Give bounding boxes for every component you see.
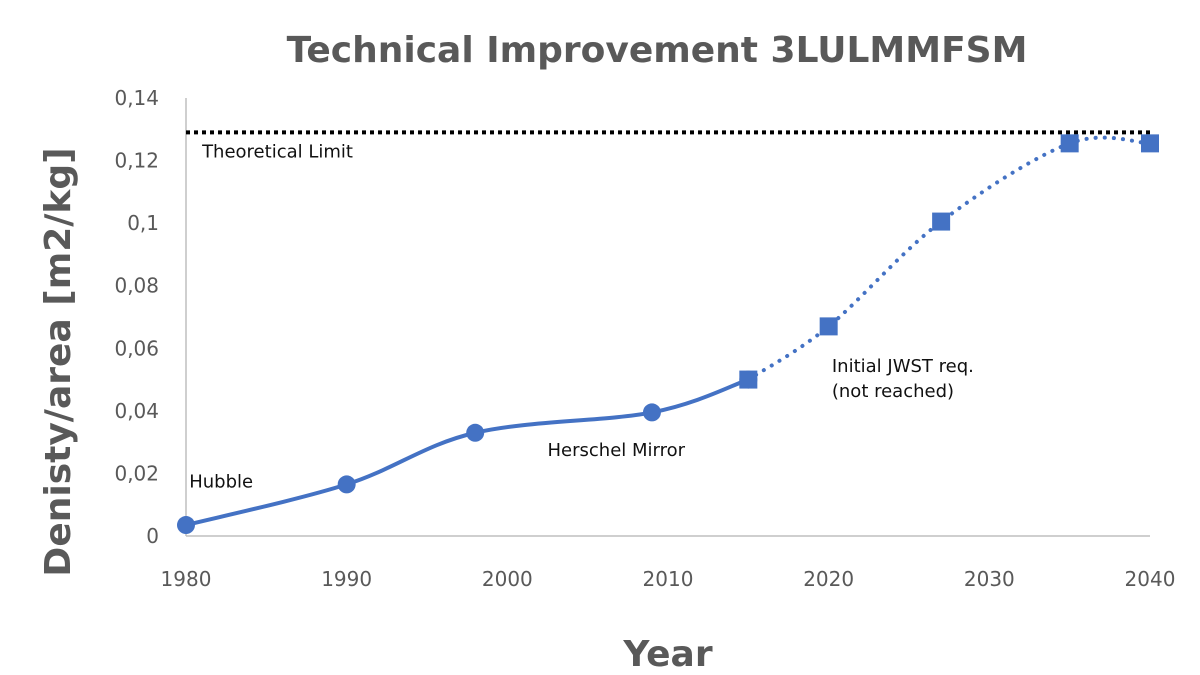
chart-title: Technical Improvement 3LULMMFSM	[287, 30, 1028, 71]
x-tick-label: 2030	[964, 567, 1015, 591]
data-point-circle	[177, 516, 195, 535]
y-tick-label: 0,12	[114, 149, 159, 173]
plot-area: 0 0,02 0,04 0,06 0,08 0,1 0,12 0,14 1980 1990 2000…	[114, 86, 1175, 591]
data-point-circle	[337, 475, 356, 494]
data-point-square	[932, 212, 951, 231]
x-tick-label: 1990	[321, 567, 372, 591]
y-tick-label: 0,02	[114, 461, 159, 485]
annotation-label: Herschel Mirror	[548, 440, 686, 461]
x-tick-label: 2000	[482, 567, 533, 591]
y-tick-label: 0,04	[114, 399, 159, 423]
annotation-label: (not reached)	[832, 381, 954, 402]
y-tick-label: 0,14	[114, 86, 159, 110]
y-tick-label: 0,1	[127, 211, 159, 235]
y-tick-label: 0	[146, 524, 159, 548]
data-point-circle	[642, 403, 661, 422]
y-axis-title: Denisty/area [m2/kg]	[38, 147, 79, 576]
series-line-projected	[746, 135, 1152, 382]
data-point-circle	[466, 423, 485, 442]
data-point-square	[739, 370, 758, 389]
annotation-label: Initial JWST req.	[832, 356, 974, 377]
x-tick-label: 2040	[1125, 567, 1176, 591]
x-tick-label: 2020	[803, 567, 854, 591]
y-tick-label: 0,06	[114, 336, 159, 360]
x-axis-title: Year	[622, 634, 712, 675]
x-tick-label: 2010	[643, 567, 694, 591]
annotation-label: Theoretical Limit	[201, 141, 353, 162]
y-tick-label: 0,08	[114, 274, 159, 298]
x-tick-label: 1980	[161, 567, 212, 591]
annotation-label: Hubble	[189, 472, 253, 493]
data-point-square	[819, 317, 838, 336]
data-point-square	[1141, 134, 1159, 153]
data-point-square	[1060, 134, 1079, 153]
